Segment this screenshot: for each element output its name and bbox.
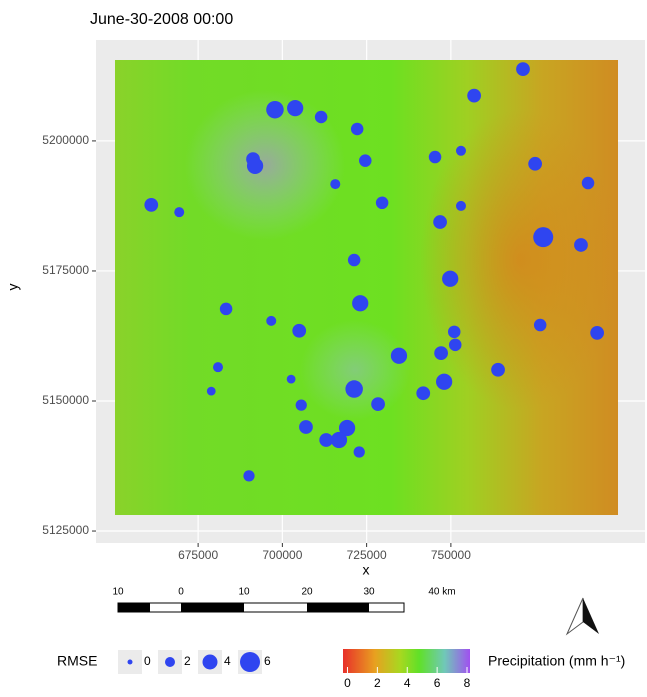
point bbox=[449, 338, 462, 352]
point bbox=[442, 270, 459, 287]
point bbox=[436, 373, 453, 390]
point bbox=[330, 431, 348, 449]
y-tick-label: 5125000 bbox=[42, 523, 89, 537]
point bbox=[416, 386, 431, 401]
point bbox=[299, 420, 313, 434]
point bbox=[319, 433, 334, 447]
legend-label: 6 bbox=[264, 654, 271, 668]
point bbox=[266, 100, 284, 119]
point bbox=[533, 318, 547, 332]
legend-point bbox=[202, 654, 218, 670]
point bbox=[287, 100, 304, 117]
point bbox=[581, 176, 595, 190]
legend-label: 0 bbox=[144, 654, 151, 668]
scale-bar: 10 0 10 20 30 40 km bbox=[112, 587, 456, 613]
raster-area bbox=[300, 320, 410, 420]
point bbox=[491, 362, 505, 377]
x-tick-label: 750000 bbox=[431, 548, 471, 562]
point bbox=[266, 315, 277, 326]
point bbox=[433, 215, 447, 229]
size-legend-title: RMSE bbox=[57, 653, 97, 669]
colorbar-label: 2 bbox=[374, 676, 381, 690]
colorbar-label: 0 bbox=[344, 676, 351, 690]
legend-point bbox=[127, 659, 133, 665]
point bbox=[347, 253, 361, 267]
y-tick-label: 5200000 bbox=[42, 133, 89, 147]
point bbox=[390, 347, 408, 364]
legend-label: 2 bbox=[184, 654, 191, 668]
point bbox=[350, 122, 364, 136]
north-arrow-left bbox=[565, 597, 584, 636]
point bbox=[434, 346, 448, 361]
y-tick-label: 5175000 bbox=[42, 263, 89, 277]
scale-bar-segment bbox=[181, 603, 244, 612]
point bbox=[206, 386, 216, 396]
legend-label: 4 bbox=[224, 654, 231, 668]
point bbox=[455, 200, 466, 211]
point bbox=[353, 446, 365, 458]
scale-label: 40 km bbox=[428, 587, 455, 598]
chart-title: June-30-2008 00:00 bbox=[90, 11, 233, 28]
point bbox=[352, 295, 369, 312]
point bbox=[219, 302, 233, 316]
legend-point bbox=[165, 657, 175, 667]
color-legend-title: Precipitation (mm h⁻¹) bbox=[488, 653, 625, 669]
point bbox=[174, 207, 185, 218]
point bbox=[455, 145, 466, 156]
point bbox=[286, 374, 296, 384]
point bbox=[338, 419, 356, 437]
point bbox=[574, 238, 588, 252]
y-tick-label: 5150000 bbox=[42, 393, 89, 407]
point bbox=[144, 198, 159, 212]
colorbar-label: 4 bbox=[404, 676, 411, 690]
point bbox=[359, 154, 372, 167]
point bbox=[428, 150, 442, 164]
point bbox=[467, 88, 482, 103]
point bbox=[345, 380, 363, 398]
point bbox=[590, 325, 605, 340]
scale-bar-segment bbox=[307, 603, 369, 612]
scale-label: 0 bbox=[178, 587, 184, 598]
point bbox=[292, 323, 307, 338]
point bbox=[516, 62, 530, 77]
point bbox=[213, 362, 223, 373]
point bbox=[314, 110, 328, 124]
point bbox=[375, 196, 389, 210]
raster-area bbox=[420, 110, 620, 410]
scale-label: 10 bbox=[238, 587, 250, 598]
raster-area bbox=[185, 90, 345, 240]
x-tick-label: 675000 bbox=[178, 548, 218, 562]
north-arrow bbox=[565, 597, 599, 636]
colorbar-label: 8 bbox=[464, 676, 471, 690]
scale-label: 10 bbox=[112, 587, 124, 598]
scale-label: 20 bbox=[301, 587, 313, 598]
point bbox=[243, 470, 255, 482]
point bbox=[528, 156, 543, 171]
point bbox=[330, 179, 341, 190]
point bbox=[246, 157, 264, 175]
point bbox=[447, 325, 461, 339]
point bbox=[371, 397, 385, 411]
colorbar bbox=[343, 649, 470, 673]
y-axis-label: y bbox=[5, 284, 21, 291]
scale-label: 30 bbox=[363, 587, 375, 598]
scale-bar-segment bbox=[118, 603, 150, 612]
legend-point bbox=[240, 652, 260, 672]
colorbar-label: 6 bbox=[434, 676, 441, 690]
north-arrow-right bbox=[583, 598, 599, 634]
x-tick-label: 700000 bbox=[262, 548, 302, 562]
x-tick-label: 725000 bbox=[347, 548, 387, 562]
point bbox=[295, 399, 307, 411]
x-axis-label: x bbox=[363, 562, 370, 578]
point bbox=[533, 227, 554, 248]
